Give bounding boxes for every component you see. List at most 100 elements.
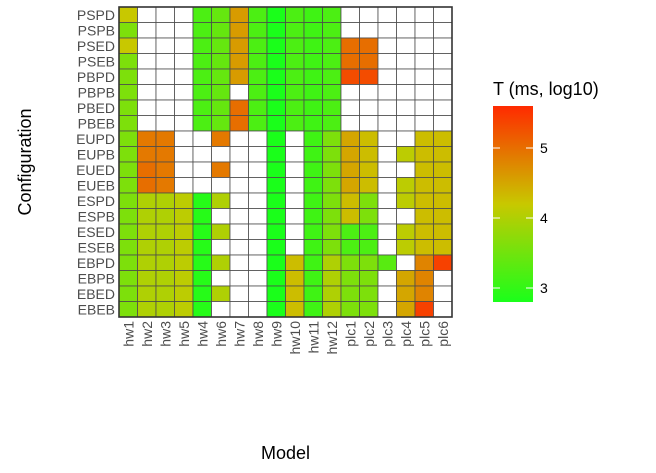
heatmap-cell: [211, 115, 231, 132]
heatmap-cell: [155, 37, 175, 54]
y-tick-label: EUEB: [77, 177, 115, 193]
x-tick-label: plc5: [416, 321, 432, 347]
heatmap-cell: [396, 53, 416, 70]
heatmap-cell: [414, 223, 434, 240]
heatmap-cell: [433, 285, 453, 302]
heatmap-cell: [174, 53, 194, 70]
heatmap-cell: [174, 223, 194, 240]
heatmap-cell: [137, 285, 157, 302]
heatmap-cell: [192, 99, 212, 116]
heatmap-cell: [266, 130, 286, 147]
heatmap-cell: [396, 208, 416, 225]
heatmap-cell: [322, 301, 342, 318]
heatmap-cell: [414, 161, 434, 178]
heatmap-cell: [285, 301, 305, 318]
heatmap-cell: [266, 239, 286, 256]
heatmap-cell: [322, 285, 342, 302]
heatmap-cell: [359, 161, 379, 178]
heatmap-cell: [137, 115, 157, 132]
heatmap-cell: [359, 84, 379, 101]
y-tick-label: EUED: [76, 162, 115, 178]
heatmap-cell: [192, 115, 212, 132]
heatmap-cell: [155, 177, 175, 194]
heatmap-cell: [285, 192, 305, 209]
heatmap-cell: [322, 270, 342, 287]
heatmap-cell: [322, 37, 342, 54]
heatmap-cell: [303, 208, 323, 225]
heatmap-cell: [137, 6, 157, 23]
heatmap-cell: [155, 223, 175, 240]
heatmap-cell: [174, 68, 194, 85]
heatmap-cell: [229, 130, 249, 147]
heatmap-cell: [414, 37, 434, 54]
heatmap-cell: [359, 37, 379, 54]
heatmap-cell: [155, 84, 175, 101]
heatmap-cell: [266, 270, 286, 287]
color-legend: T (ms, log10) 3 4 5: [493, 79, 599, 302]
legend-colorbar: [493, 106, 533, 302]
heatmap-cell: [414, 208, 434, 225]
heatmap-cell: [229, 208, 249, 225]
heatmap-cell: [211, 99, 231, 116]
heatmap-cell: [322, 177, 342, 194]
heatmap-cell: [322, 208, 342, 225]
heatmap-cell: [118, 53, 138, 70]
heatmap-cell: [137, 37, 157, 54]
heatmap-cell: [229, 223, 249, 240]
heatmap-cell: [414, 239, 434, 256]
heatmap-cell: [340, 192, 360, 209]
heatmap-cell: [192, 84, 212, 101]
heatmap-cell: [192, 254, 212, 271]
heatmap-cell: [174, 208, 194, 225]
heatmap-cell: [303, 254, 323, 271]
heatmap-cell: [396, 6, 416, 23]
heatmap-cell: [285, 285, 305, 302]
heatmap-cell: [303, 130, 323, 147]
heatmap-cell: [340, 6, 360, 23]
y-tick-label: PSPD: [77, 7, 115, 23]
heatmap-cell: [433, 68, 453, 85]
heatmap-cell: [248, 254, 268, 271]
heatmap-cell: [192, 177, 212, 194]
heatmap-cell: [155, 192, 175, 209]
x-tick-label: hw6: [213, 321, 229, 347]
heatmap-cell: [322, 68, 342, 85]
heatmap-cell: [303, 239, 323, 256]
heatmap-cell: [414, 84, 434, 101]
x-tick-labels: hw1 hw2 hw3 hw5 hw4 hw6 hw7 hw8 hw9 hw10 hw11 hw12 p…: [120, 321, 451, 355]
heatmap-cell: [137, 301, 157, 318]
heatmap-cell: [303, 6, 323, 23]
heatmap-cell: [340, 115, 360, 132]
heatmap-cell: [137, 68, 157, 85]
heatmap-cell: [118, 239, 138, 256]
heatmap-cell: [192, 37, 212, 54]
heatmap-cell: [340, 53, 360, 70]
heatmap-cell: [377, 285, 397, 302]
heatmap-cell: [211, 223, 231, 240]
heatmap-cell: [303, 301, 323, 318]
heatmap-cell: [340, 68, 360, 85]
legend-title: T (ms, log10): [493, 79, 599, 99]
heatmap-cell: [174, 192, 194, 209]
heatmap-cell: [396, 254, 416, 271]
heatmap-cell: [414, 130, 434, 147]
heatmap-cell: [174, 84, 194, 101]
heatmap-cell: [118, 192, 138, 209]
y-tick-label: EBPD: [77, 255, 115, 271]
heatmap-cell: [174, 270, 194, 287]
heatmap-cell: [359, 223, 379, 240]
heatmap-cell: [137, 22, 157, 39]
heatmap-cell: [340, 239, 360, 256]
heatmap-cell: [322, 53, 342, 70]
heatmap-cell: [118, 285, 138, 302]
heatmap-cell: [118, 301, 138, 318]
heatmap-cell: [285, 22, 305, 39]
heatmap-cell: [248, 208, 268, 225]
legend-tick-label: 4: [540, 210, 548, 226]
heatmap-cell: [248, 285, 268, 302]
y-tick-label: EUPD: [76, 131, 115, 147]
heatmap-cell: [248, 68, 268, 85]
heatmap-cell: [303, 99, 323, 116]
heatmap-cell: [340, 99, 360, 116]
